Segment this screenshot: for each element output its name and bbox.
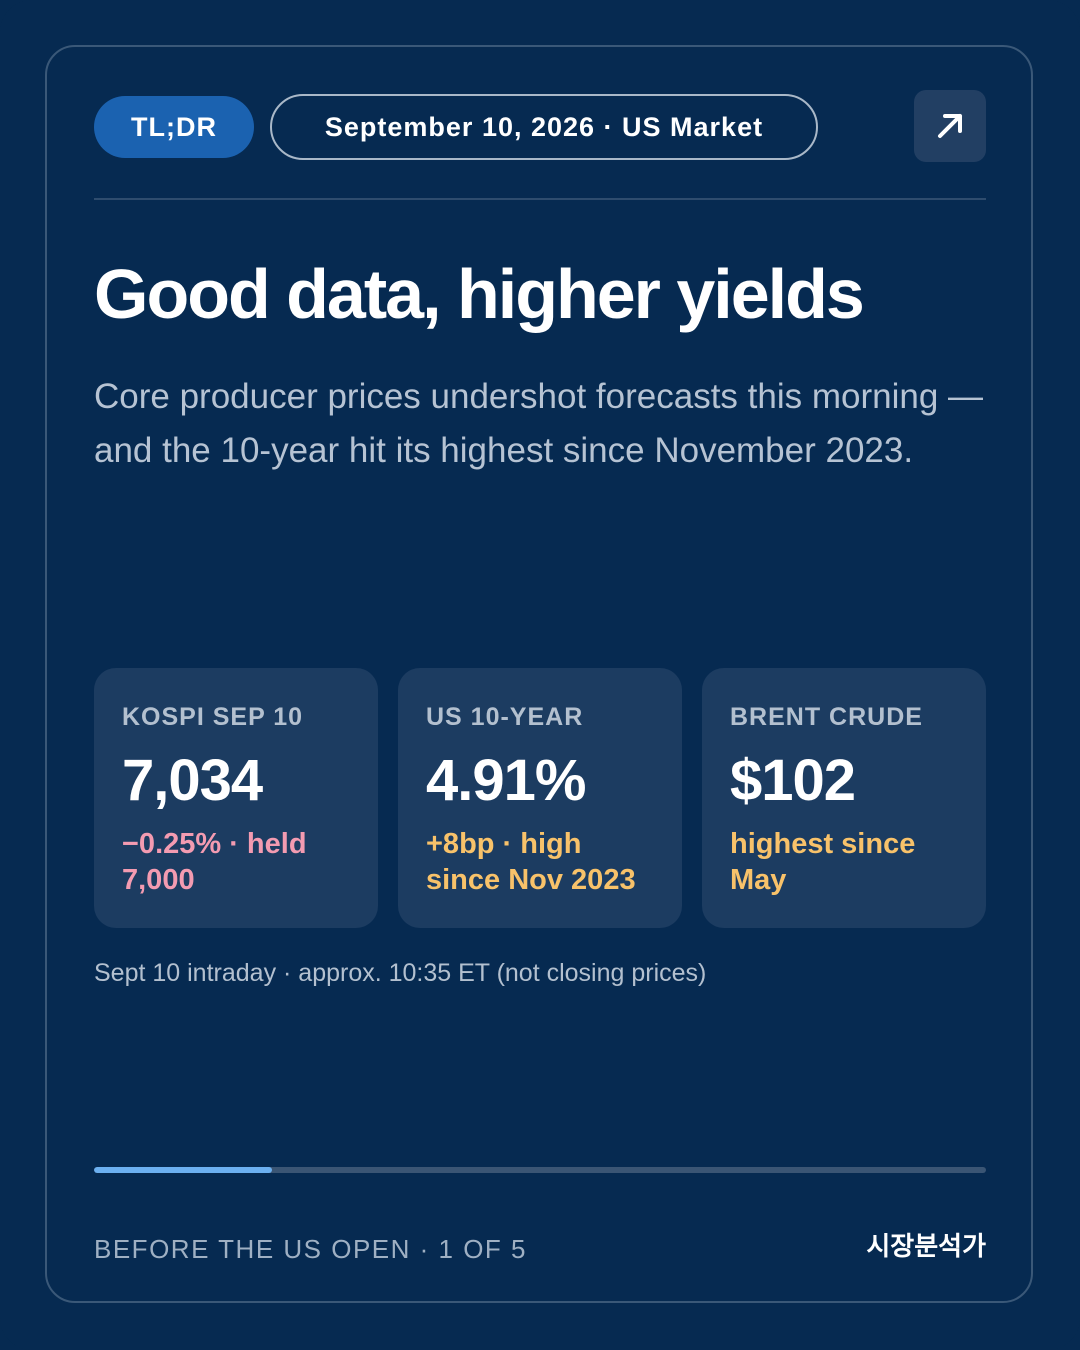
stat-value: $102 — [730, 748, 856, 813]
stat-note: highest since May — [730, 828, 916, 896]
stat-label: US 10-YEAR — [426, 703, 584, 731]
stat-tile-kospi: KOSPI SEP 10 7,034 −0.25% · held 7,000 — [94, 668, 378, 928]
stat-tile-us-10-year: US 10-YEAR 4.91% +8bp · high since Nov 2… — [398, 668, 682, 928]
story-progress-fill — [94, 1167, 273, 1173]
headline: Good data, higher yields — [94, 255, 865, 333]
stat-tile-brent-crude: BRENT CRUDE $102 highest since May — [702, 668, 986, 928]
stat-value: 7,034 — [122, 748, 263, 813]
date-market-label: September 10, 2026 · US Market — [324, 111, 764, 142]
stat-label: BRENT CRUDE — [730, 703, 923, 731]
stat-label: KOSPI SEP 10 — [122, 703, 304, 731]
header-divider — [94, 198, 986, 200]
arrow-up-right-icon — [938, 114, 962, 138]
brand-name: 시장분석가 — [866, 1231, 986, 1261]
tldr-badge-label: TL;DR — [131, 111, 217, 142]
date-market-pill: September 10, 2026 · US Market — [270, 94, 818, 160]
open-link-button[interactable] — [914, 90, 986, 162]
stat-note: +8bp · high since Nov 2023 — [426, 828, 636, 896]
story-progress-bar — [94, 1167, 986, 1173]
data-timestamp-note: Sept 10 intraday · approx. 10:35 ET (not… — [94, 959, 707, 987]
footer-section-label: BEFORE THE US OPEN · 1 OF 5 — [94, 1234, 527, 1264]
stat-note: −0.25% · held 7,000 — [122, 828, 307, 896]
subheadline: Core producer prices undershot forecasts… — [94, 377, 984, 470]
stat-value: 4.91% — [426, 748, 586, 813]
tldr-badge: TL;DR — [94, 96, 254, 158]
story-card — [45, 45, 1033, 1303]
